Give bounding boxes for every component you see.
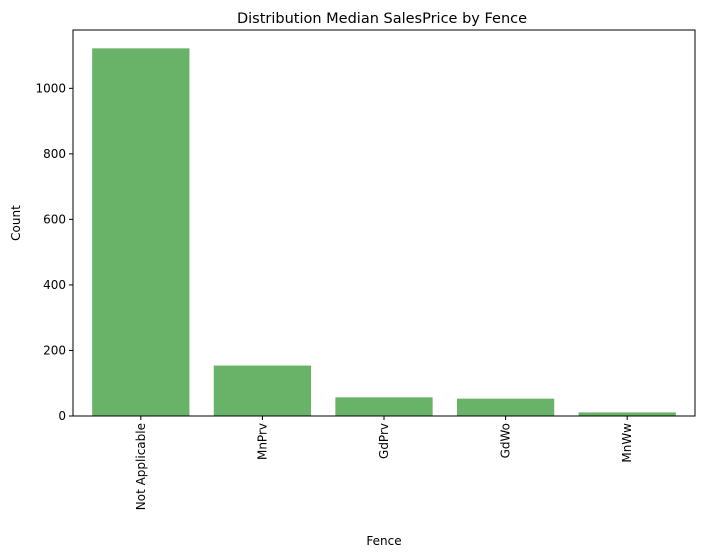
y-tick-label: 0 (58, 409, 66, 423)
y-tick-label: 400 (43, 278, 66, 292)
chart-title: Distribution Median SalesPrice by Fence (237, 11, 527, 27)
y-tick-label: 1000 (35, 81, 66, 95)
x-tick-label: GdWo (499, 423, 513, 458)
bar-not-applicable (92, 48, 190, 417)
bar-gdprv (335, 397, 433, 416)
bar-mnww (578, 412, 676, 416)
x-axis-label: Fence (366, 534, 401, 548)
y-tick-label: 800 (43, 147, 66, 161)
x-tick-label: Not Applicable (134, 423, 148, 510)
bar-gdwo (456, 398, 555, 416)
x-axis: Not Applicable MnPrv GdPrv GdWo MnWw (134, 416, 634, 510)
y-tick-label: 600 (43, 212, 66, 226)
y-tick-label: 200 (43, 343, 66, 357)
y-axis: 0 200 400 600 800 1000 (35, 81, 73, 423)
bar-mnprv (213, 365, 312, 416)
x-tick-label: MnPrv (255, 423, 269, 460)
plot-area (92, 48, 676, 417)
y-axis-label: Count (9, 205, 23, 241)
x-tick-label: GdPrv (377, 423, 391, 459)
x-tick-label: MnWw (620, 423, 634, 463)
